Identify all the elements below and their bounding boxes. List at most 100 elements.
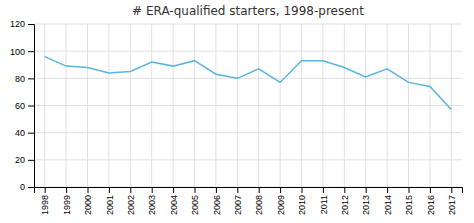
x-tick-mark [45, 187, 46, 193]
grid-line-x [151, 24, 152, 187]
y-tick-label: 20 [15, 155, 25, 165]
y-tick-label: 40 [15, 128, 25, 138]
grid-line-x [215, 24, 216, 187]
x-tick: 2017 [447, 187, 457, 215]
x-tick: 2006 [212, 187, 222, 215]
x-tick-mark [387, 187, 388, 193]
x-tick: 2002 [126, 187, 136, 215]
x-tick: 2016 [426, 187, 436, 215]
x-tick: 2008 [254, 187, 264, 215]
x-tick-label: 2001 [105, 195, 115, 215]
x-tick: 2007 [233, 187, 243, 215]
y-axis: 0 20 40 60 80 100 120 [10, 19, 35, 192]
x-tick-label: 2009 [276, 195, 286, 215]
x-tick: 2004 [169, 187, 179, 215]
x-tick-mark [323, 187, 324, 193]
x-tick-mark [302, 187, 303, 193]
x-tick-label: 2014 [383, 195, 393, 215]
x-tick: 2000 [83, 187, 93, 215]
y-tick: 20 [15, 155, 34, 165]
x-tick-label: 2015 [404, 195, 414, 215]
y-tick-mark [28, 106, 34, 107]
grid-line-x [344, 24, 345, 187]
grid-line-y [34, 159, 462, 160]
x-tick: 2003 [147, 187, 157, 215]
x-tick-mark [152, 187, 153, 193]
y-tick: 60 [15, 101, 34, 111]
x-tick: 2012 [340, 187, 350, 215]
y-tick-mark [28, 24, 34, 25]
grid-line-x [237, 24, 238, 187]
grid-line-x [87, 24, 88, 187]
x-tick-label: 2004 [169, 195, 179, 215]
x-tick-mark [430, 187, 431, 193]
x-tick: 2010 [297, 187, 307, 215]
x-tick: 2001 [105, 187, 115, 215]
x-tick-label: 2000 [83, 195, 93, 215]
grid-line-x [258, 24, 259, 187]
x-tick-mark [195, 187, 196, 193]
x-tick-label: 2007 [233, 195, 243, 215]
x-tick-mark [409, 187, 410, 193]
x-tick-label: 2012 [340, 195, 350, 215]
plot: 1998 1999 2000 2001 2002 2003 2004 2005 2006 2007… [10, 19, 463, 215]
x-tick: 2009 [276, 187, 286, 215]
x-tick-label: 2006 [212, 195, 222, 215]
grid-line-x [66, 24, 67, 187]
grid-line-x [322, 24, 323, 187]
grid [34, 24, 462, 187]
x-tick-mark [259, 187, 260, 193]
grid-line-x [130, 24, 131, 187]
y-tick-label: 0 [20, 182, 25, 192]
y-tick: 40 [15, 128, 34, 138]
x-tick: 2015 [404, 187, 414, 215]
x-tick-label: 2002 [126, 195, 136, 215]
grid-line-y [34, 24, 462, 25]
x-tick-label: 2010 [297, 195, 307, 215]
x-tick: 2011 [319, 187, 329, 214]
y-tick: 0 [20, 182, 34, 192]
x-tick-mark [366, 187, 367, 193]
y-tick: 100 [10, 47, 34, 57]
x-axis: 1998 1999 2000 2001 2002 2003 2004 2005 2006 2007… [35, 187, 463, 215]
grid-line-y [34, 105, 462, 106]
marks [45, 57, 452, 110]
y-tick-mark [28, 78, 34, 79]
x-tick-label: 2016 [426, 195, 436, 215]
grid-line-x [108, 24, 109, 187]
x-tick: 2005 [190, 187, 200, 215]
x-tick-label: 2005 [190, 195, 200, 215]
grid-line-x [429, 24, 430, 187]
y-tick-label: 100 [10, 47, 25, 57]
x-tick-mark [88, 187, 89, 193]
grid-line-x [44, 24, 45, 187]
x-tick-mark [216, 187, 217, 193]
x-tick: 1998 [40, 187, 50, 215]
y-tick-label: 60 [15, 101, 25, 111]
x-tick-mark [109, 187, 110, 193]
line [45, 57, 452, 110]
grid-line-x [365, 24, 366, 187]
x-tick-mark [66, 187, 67, 193]
x-axis-line [35, 188, 463, 194]
y-tick: 80 [15, 74, 34, 84]
grid-line-y [34, 78, 462, 79]
x-tick: 2013 [361, 187, 371, 215]
y-axis-line [28, 25, 35, 188]
x-tick-label: 2017 [447, 195, 457, 215]
grid-line-x [194, 24, 195, 187]
grid-line-x [173, 24, 174, 187]
y-tick-mark [28, 160, 34, 161]
title: # ERA-qualified starters, 1998-present [132, 4, 364, 18]
y-tick-label: 120 [10, 19, 25, 29]
x-tick-mark [344, 187, 345, 193]
grid-line-y [34, 132, 462, 133]
x-tick-label: 1999 [62, 195, 72, 215]
x-tick-mark [173, 187, 174, 193]
grid-line-x [451, 24, 452, 187]
x-tick-mark [130, 187, 131, 193]
x-tick-label: 2003 [147, 195, 157, 215]
grid-line-x [301, 24, 302, 187]
x-tick-label: 2008 [254, 195, 264, 215]
x-tick-mark [237, 187, 238, 193]
